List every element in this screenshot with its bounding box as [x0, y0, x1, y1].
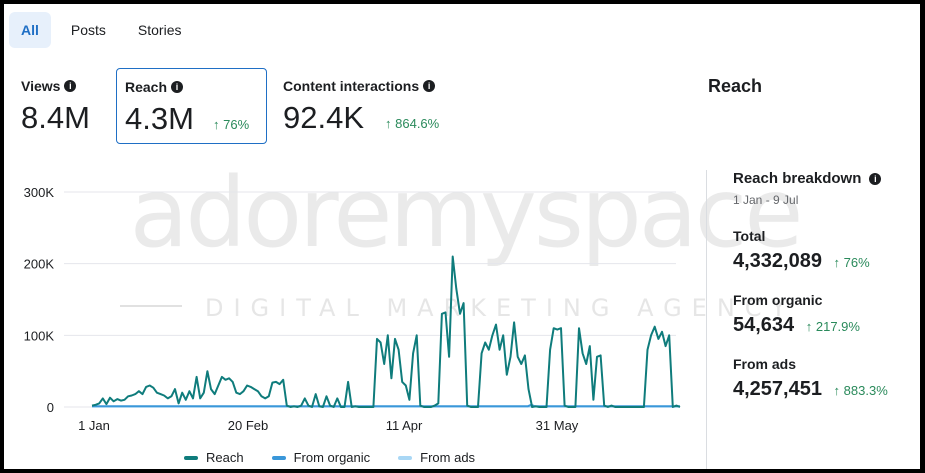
x-tick-label: 20 Feb — [228, 418, 268, 433]
series-line-from-organic[interactable] — [92, 403, 680, 408]
breakdown-total-change-value: 76% — [843, 255, 870, 270]
breakdown-ads: From ads 4,257,451 ↑ 883.3% — [733, 356, 888, 401]
info-icon[interactable]: i — [423, 80, 436, 92]
metric-reach-change-value: 76% — [223, 117, 250, 132]
tab-stories[interactable]: Stories — [137, 22, 182, 38]
legend-label-organic: From organic — [293, 450, 371, 465]
y-tick-label: 200K — [24, 257, 55, 272]
info-icon[interactable]: i — [869, 172, 882, 185]
breakdown-organic-change-value: 217.9% — [815, 319, 860, 334]
metric-reach-label: Reach — [125, 79, 168, 95]
metric-views-label: Views — [21, 78, 61, 94]
metric-views-label-row: Views i — [21, 78, 77, 94]
chart-series — [91, 255, 681, 408]
metric-content-interactions[interactable]: Content interactions i 92.4K ↑ 864.6% — [283, 68, 483, 144]
breakdown-organic-label: From organic — [733, 292, 823, 308]
breakdown-ads-value: 4,257,451 — [733, 378, 822, 400]
breakdown-date-range: 1 Jan - 9 Jul — [733, 193, 799, 207]
metric-interactions-change: ↑ 864.6% — [385, 116, 439, 131]
breakdown-organic-value: 54,634 — [733, 314, 795, 336]
x-tick-label: 1 Jan — [78, 418, 110, 433]
arrow-up-icon: ↑ — [833, 383, 841, 398]
legend-swatch-ads — [398, 455, 413, 460]
chart-grid — [64, 191, 676, 408]
breakdown-total-label: Total — [733, 228, 766, 244]
breakdown-total-value: 4,332,089 — [733, 250, 822, 272]
breakdown-title-row: Reach breakdown i — [733, 170, 918, 187]
section-title: Reach — [708, 76, 763, 96]
tab-all[interactable]: All — [9, 12, 51, 48]
breakdown-ads-label: From ads — [733, 356, 797, 372]
metric-interactions-label: Content interactions — [283, 78, 420, 94]
metric-reach-value: 4.3M — [125, 101, 194, 136]
legend-item-ads[interactable]: From ads — [398, 450, 475, 465]
chart-legend: Reach From organic From ads — [184, 450, 475, 465]
breakdown-total: Total 4,332,089 ↑ 76% — [733, 228, 870, 273]
metric-views[interactable]: Views i 8.4M — [21, 68, 111, 144]
breakdown-ads-value-row: 4,257,451 ↑ 883.3% — [733, 378, 888, 401]
vertical-divider — [706, 170, 707, 469]
legend-swatch-reach — [184, 455, 198, 460]
tab-posts[interactable]: Posts — [70, 22, 106, 38]
chart-x-axis: 1 Jan 20 Feb 11 Apr 31 May — [78, 418, 579, 433]
breakdown-total-value-row: 4,332,089 ↑ 76% — [733, 250, 870, 273]
breakdown-ads-change: ↑ 883.3% — [834, 383, 888, 398]
insights-panel: All Posts Stories Views i 8.4M Reach i 4… — [4, 4, 920, 469]
legend-swatch-organic — [271, 455, 286, 460]
metric-views-value: 8.4M — [21, 100, 90, 135]
info-icon[interactable]: i — [64, 80, 77, 92]
content-type-tabs: All Posts Stories — [9, 12, 193, 48]
breakdown-organic-value-row: 54,634 ↑ 217.9% — [733, 314, 860, 337]
legend-label-ads: From ads — [420, 450, 476, 465]
legend-label-reach: Reach — [206, 450, 244, 465]
chart-y-axis: 0 100K 200K 300K — [24, 185, 55, 415]
y-tick-label: 0 — [47, 400, 54, 415]
legend-item-reach[interactable]: Reach — [184, 450, 244, 465]
x-tick-label: 31 May — [536, 418, 579, 433]
breakdown-total-change: ↑ 76% — [834, 255, 870, 270]
arrow-up-icon: ↑ — [805, 319, 813, 334]
arrow-up-icon: ↑ — [213, 117, 220, 132]
metric-reach-change: ↑ 76% — [213, 117, 249, 132]
metric-interactions-change-value: 864.6% — [395, 116, 440, 131]
y-tick-label: 300K — [24, 185, 55, 200]
breakdown-organic-change: ↑ 217.9% — [806, 319, 860, 334]
breakdown-title: Reach breakdown — [733, 170, 862, 187]
y-tick-label: 100K — [24, 328, 55, 343]
reach-chart: 0 100K 200K 300K 1 Jan 20 Feb 11 Apr 31 May — [24, 185, 681, 433]
metric-reach[interactable]: Reach i 4.3M ↑ 76% — [116, 68, 267, 144]
breakdown-organic: From organic 54,634 ↑ 217.9% — [733, 292, 860, 337]
metric-interactions-label-row: Content interactions i — [283, 78, 436, 94]
legend-item-organic[interactable]: From organic — [271, 450, 371, 465]
info-icon[interactable]: i — [171, 81, 184, 93]
metric-reach-label-row: Reach i — [125, 79, 184, 95]
series-line-reach[interactable] — [91, 255, 681, 408]
arrow-up-icon: ↑ — [385, 116, 392, 131]
metric-interactions-value: 92.4K — [283, 100, 365, 135]
reach-breakdown: Reach breakdown i 1 Jan - 9 Jul Total 4,… — [733, 170, 918, 400]
arrow-up-icon: ↑ — [833, 255, 841, 270]
breakdown-ads-change-value: 883.3% — [843, 383, 888, 398]
x-tick-label: 11 Apr — [386, 418, 423, 433]
